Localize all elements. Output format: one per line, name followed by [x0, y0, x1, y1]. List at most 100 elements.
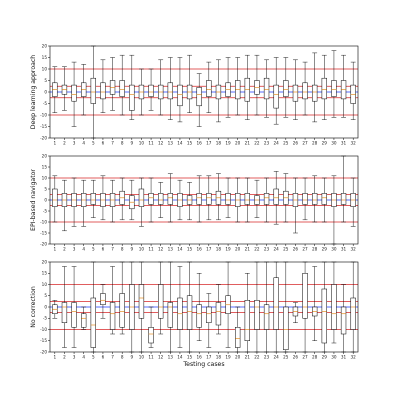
box	[340, 306, 347, 335]
x-tick-label: 32	[351, 247, 357, 252]
x-tick-label: 21	[245, 247, 251, 252]
x-tick-label: 9	[130, 355, 133, 360]
y-tick-label: 10	[42, 175, 48, 180]
box	[283, 80, 289, 97]
box	[148, 327, 154, 344]
x-tick-label: 29	[322, 141, 328, 146]
x-tick-label: 16	[197, 355, 203, 360]
x-tick-label: 27	[302, 355, 308, 360]
box	[138, 188, 145, 207]
x-tick-label: 2	[63, 355, 66, 360]
x-tick-label: 7	[111, 247, 114, 252]
box	[263, 304, 270, 330]
x-tick-label: 4	[82, 247, 85, 252]
x-tick-label: 30	[331, 247, 337, 252]
x-tick-label: 26	[293, 355, 299, 360]
box	[225, 193, 231, 205]
x-tick-label: 7	[111, 141, 114, 146]
box	[61, 302, 68, 323]
x-tick-label: 12	[158, 355, 164, 360]
y-tick-label: 0	[44, 304, 47, 309]
x-tick-label: 8	[121, 355, 124, 360]
x-tick-label: 19	[225, 355, 231, 360]
box	[71, 84, 77, 102]
y-tick-label: -10	[40, 112, 47, 117]
y-tick-label: -15	[40, 230, 47, 235]
box	[273, 84, 279, 109]
x-tick-label: 19	[225, 141, 231, 146]
x-tick-label: 28	[312, 141, 318, 146]
y-tick-label: 20	[42, 259, 48, 264]
y-tick-label: 10	[42, 282, 48, 287]
x-tick-label: 28	[312, 247, 318, 252]
box	[167, 302, 173, 328]
box	[90, 77, 96, 104]
y-tick-label: 20	[42, 153, 48, 158]
box	[302, 273, 308, 319]
y-axis-label: Deep learning approach	[30, 55, 37, 130]
x-tick-label: 23	[264, 141, 270, 146]
box	[196, 193, 202, 205]
x-tick-label: 15	[187, 247, 193, 252]
box	[167, 82, 173, 100]
x-tick-label: 4	[82, 141, 85, 146]
box	[148, 84, 154, 97]
x-tick-label: 32	[351, 355, 357, 360]
x-tick-label: 23	[264, 247, 270, 252]
x-tick-label: 3	[73, 247, 76, 252]
y-tick-label: 15	[42, 271, 48, 276]
x-tick-label: 8	[121, 247, 124, 252]
x-tick-label: 19	[225, 247, 231, 252]
x-tick-label: 28	[312, 355, 318, 360]
box	[312, 84, 318, 102]
box	[350, 297, 356, 330]
box	[196, 87, 202, 107]
x-tick-label: 10	[139, 141, 145, 146]
x-tick-label: 17	[206, 141, 212, 146]
y-axis-label: EPI-based navigator	[30, 169, 37, 231]
x-tick-label: 21	[245, 355, 251, 360]
y-tick-label: -5	[43, 101, 48, 106]
box	[129, 84, 135, 111]
y-tick-label: -10	[40, 327, 47, 332]
y-tick-label: -15	[40, 338, 47, 343]
x-tick-label: 11	[148, 247, 154, 252]
x-tick-label: 31	[341, 141, 347, 146]
box	[302, 82, 308, 100]
box	[158, 284, 164, 319]
box	[283, 306, 289, 350]
x-tick-label: 12	[158, 141, 164, 146]
x-tick-label: 6	[102, 141, 105, 146]
x-tick-label: 17	[206, 355, 212, 360]
x-tick-label: 13	[168, 355, 174, 360]
box	[244, 300, 250, 341]
x-tick-label: 10	[139, 355, 145, 360]
x-tick-label: 27	[302, 247, 308, 252]
box	[138, 284, 145, 319]
box	[206, 193, 212, 205]
box	[331, 284, 337, 330]
x-tick-label: 26	[293, 141, 299, 146]
x-tick-label: 11	[148, 141, 154, 146]
x-tick-label: 1	[53, 141, 56, 146]
x-tick-label: 2	[63, 141, 66, 146]
x-tick-label: 20	[235, 247, 241, 252]
x-tick-label: 13	[168, 247, 174, 252]
x-tick-label: 10	[139, 247, 145, 252]
box	[196, 304, 202, 328]
box	[100, 82, 106, 100]
x-tick-label: 11	[148, 355, 154, 360]
box	[167, 193, 173, 205]
x-tick-label: 14	[177, 355, 183, 360]
x-tick-label: 3	[73, 355, 76, 360]
y-tick-label: 15	[42, 55, 48, 60]
x-tick-label: 18	[216, 247, 222, 252]
y-tick-label: 5	[44, 186, 47, 191]
box	[340, 193, 347, 205]
y-axis-label: No correction	[30, 286, 37, 328]
box	[81, 313, 87, 328]
box	[90, 297, 96, 348]
